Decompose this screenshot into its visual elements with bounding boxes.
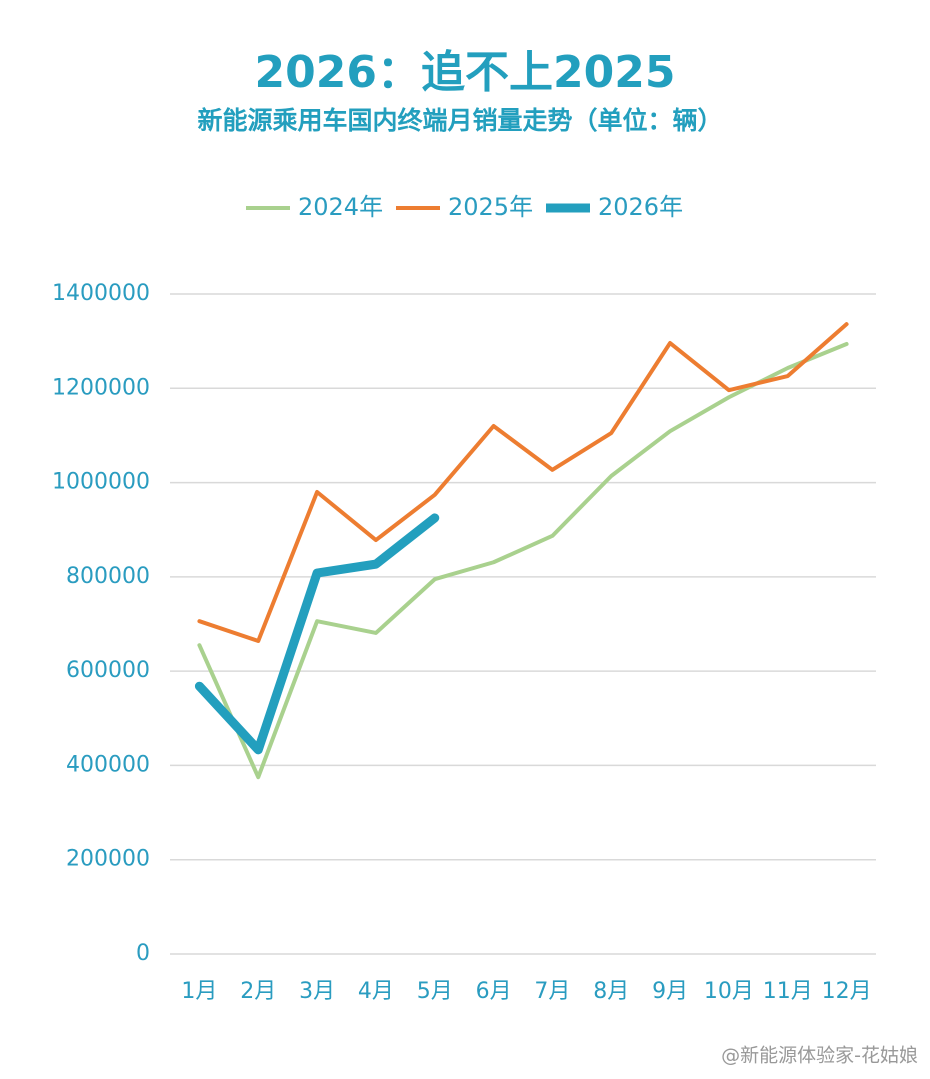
watermark: @新能源体验家-花姑娘 bbox=[721, 1045, 918, 1067]
y-tick-label: 400000 bbox=[66, 752, 150, 777]
x-tick-label: 3月 bbox=[299, 979, 335, 1004]
x-tick-label: 2月 bbox=[240, 979, 276, 1004]
x-tick-label: 12月 bbox=[822, 979, 872, 1004]
series-line bbox=[194, 513, 440, 755]
x-tick-label: 1月 bbox=[181, 979, 217, 1004]
x-tick-label: 4月 bbox=[358, 979, 394, 1004]
chart-title: 2026：追不上2025 bbox=[255, 47, 676, 98]
x-tick-label: 8月 bbox=[593, 979, 629, 1004]
chart-subtitle: 新能源乘用车国内终端月销量走势（单位：辆） bbox=[197, 106, 722, 135]
legend-label: 2024年 bbox=[298, 193, 383, 221]
legend-label: 2026年 bbox=[598, 193, 683, 221]
y-tick-label: 1200000 bbox=[52, 375, 150, 400]
y-tick-label: 1400000 bbox=[52, 281, 150, 306]
x-tick-label: 11月 bbox=[763, 979, 813, 1004]
x-tick-label: 6月 bbox=[476, 979, 512, 1004]
x-tick-label: 5月 bbox=[417, 979, 453, 1004]
y-tick-label: 200000 bbox=[66, 847, 150, 872]
series-line bbox=[197, 341, 849, 780]
x-tick-label: 7月 bbox=[534, 979, 570, 1004]
y-tick-label: 0 bbox=[136, 941, 150, 966]
series-line bbox=[197, 322, 849, 643]
y-tick-label: 600000 bbox=[66, 658, 150, 683]
x-tick-label: 9月 bbox=[652, 979, 688, 1004]
y-tick-label: 1000000 bbox=[52, 470, 150, 495]
y-tick-label: 800000 bbox=[66, 564, 150, 589]
x-tick-label: 10月 bbox=[704, 979, 754, 1004]
legend-label: 2025年 bbox=[448, 193, 533, 221]
